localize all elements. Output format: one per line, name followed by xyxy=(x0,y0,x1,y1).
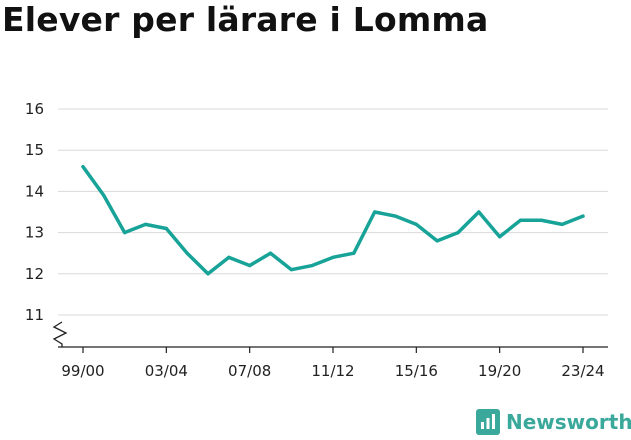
y-axis-ticks: 11 12 13 14 15 16 xyxy=(25,100,44,324)
x-tick-label: 99/00 xyxy=(61,362,104,380)
bar-chart-icon xyxy=(476,409,500,435)
data-point xyxy=(268,251,273,255)
data-point xyxy=(143,222,148,226)
newsworthy-logo: Newsworthy xyxy=(476,409,631,435)
x-tick-label: 03/04 xyxy=(145,362,188,380)
data-point xyxy=(456,231,460,235)
data-point xyxy=(206,272,210,276)
axis-break-icon xyxy=(52,321,68,347)
data-point xyxy=(227,255,231,259)
data-point xyxy=(414,222,418,226)
data-point xyxy=(185,251,189,255)
data-point xyxy=(81,165,85,169)
data-point xyxy=(518,218,523,222)
y-tick-label: 16 xyxy=(25,100,44,118)
x-tick-label: 23/24 xyxy=(561,362,604,380)
y-tick-label: 11 xyxy=(25,306,44,324)
y-tick-label: 15 xyxy=(25,141,44,159)
x-tick-label: 15/16 xyxy=(395,362,438,380)
x-tick-label: 19/20 xyxy=(478,362,521,380)
data-point xyxy=(310,263,314,268)
brand-name: Newsworthy xyxy=(506,410,631,434)
y-tick-label: 12 xyxy=(25,265,44,283)
data-point xyxy=(164,226,168,231)
x-tick-label: 07/08 xyxy=(228,362,271,380)
data-point xyxy=(331,255,335,259)
y-tick-label: 14 xyxy=(25,182,44,200)
data-point xyxy=(248,263,252,268)
x-tick-label: 11/12 xyxy=(311,362,354,380)
data-point xyxy=(477,210,481,214)
data-point xyxy=(539,218,543,222)
y-tick-label: 13 xyxy=(25,224,44,242)
data-point xyxy=(102,193,106,198)
data-point xyxy=(123,231,127,235)
data-point xyxy=(289,268,293,272)
series-layer xyxy=(81,164,585,276)
data-point xyxy=(352,251,356,255)
data-point xyxy=(581,214,585,218)
data-point xyxy=(393,214,398,218)
axis-break-line xyxy=(52,321,68,347)
chart-title: Elever per lärare i Lomma xyxy=(2,0,489,39)
data-point xyxy=(498,235,502,239)
gridlines xyxy=(58,108,608,316)
data-point xyxy=(560,222,564,226)
x-axis-ticks: 99/00 03/04 07/08 11/12 15/16 19/20 23/24 xyxy=(61,347,605,380)
data-point xyxy=(435,239,439,243)
data-point xyxy=(373,210,377,214)
